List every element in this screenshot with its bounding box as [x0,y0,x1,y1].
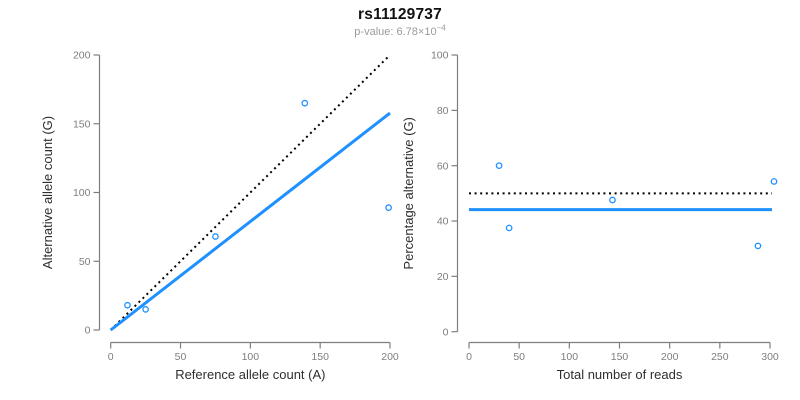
x-axis-title: Total number of reads [557,367,683,382]
data-point [609,196,616,204]
data-point [301,99,309,107]
page-title: rs11129737 [358,6,442,23]
y-tick-label: 200 [73,50,91,62]
y-tick-label: 0 [443,326,449,338]
y-tick-label: 80 [437,105,449,117]
pvalue-exponent: −4 [436,23,446,33]
regression-line [109,111,391,332]
x-tick-label: 200 [381,351,399,363]
data-point [770,178,778,185]
pvalue-subtitle: p-value: 6.78×10−4 [0,23,800,38]
x-tick-label: 150 [611,351,629,363]
x-tick-label: 0 [108,351,114,363]
y-tick-label: 60 [437,160,449,172]
x-tick-label: 150 [311,351,329,363]
data-point [212,233,219,240]
data-point [754,242,762,250]
x-tick-label: 200 [661,351,679,363]
x-tick-label: 300 [761,351,779,363]
data-point [505,224,513,232]
y-axis-title: Alternative allele count (G) [40,116,55,269]
data-point [142,306,149,313]
identity-line [109,54,391,331]
y-tick-label: 100 [431,50,449,62]
y-tick-label: 40 [437,216,449,228]
pvalue-text: p-value: 6.78×10 [354,26,437,38]
y-tick-label: 50 [79,256,91,268]
x-axis-title: Reference allele count (A) [175,367,325,382]
y-axis-title: Percentage alternative (G) [401,117,416,269]
y-tick-label: 150 [73,118,91,130]
x-tick-label: 250 [711,351,729,363]
data-point [385,204,392,211]
x-tick-label: 50 [175,351,187,363]
data-point [124,301,131,309]
y-tick-label: 0 [85,325,91,337]
x-tick-label: 100 [561,351,579,363]
x-tick-label: 0 [466,351,472,363]
x-tick-label: 50 [513,351,525,363]
y-tick-label: 20 [437,271,449,283]
y-tick-label: 100 [73,187,91,199]
data-point [495,162,503,170]
x-tick-label: 100 [242,351,260,363]
